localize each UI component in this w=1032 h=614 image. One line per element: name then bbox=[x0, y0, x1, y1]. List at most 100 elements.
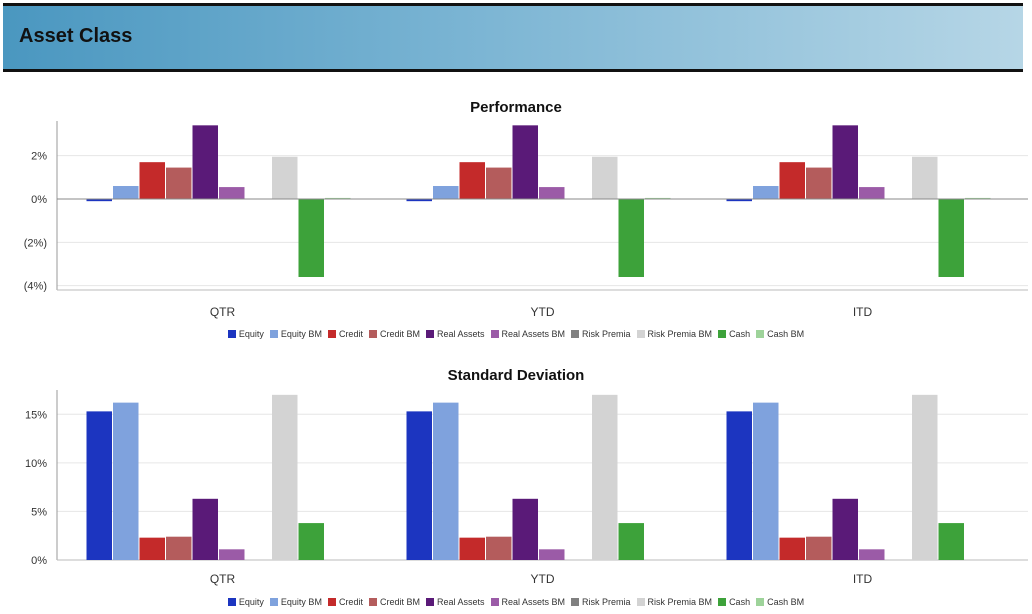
performance-bar-risk-premia-bm bbox=[592, 156, 618, 199]
legend-item[interactable]: Risk Premia bbox=[571, 597, 631, 607]
legend-label: Equity bbox=[238, 329, 264, 339]
legend-swatch bbox=[327, 598, 336, 606]
legend-swatch bbox=[490, 330, 499, 338]
legend-swatch bbox=[269, 330, 278, 338]
performance-bar-credit-bm bbox=[166, 167, 192, 199]
performance-bar-equity bbox=[726, 199, 752, 202]
legend-label: Equity bbox=[238, 597, 264, 607]
legend-item[interactable]: Risk Premia BM bbox=[636, 329, 713, 339]
standard-deviation-bar-credit bbox=[139, 537, 165, 560]
page-header: Asset Class bbox=[3, 3, 1023, 72]
performance-ytick-label: (2%) bbox=[24, 237, 47, 249]
legend-item[interactable]: Real Assets BM bbox=[490, 597, 566, 607]
legend-item[interactable]: Equity BM bbox=[269, 597, 322, 607]
legend-item[interactable]: Real Assets bbox=[425, 329, 485, 339]
standard-deviation-bar-risk-premia-bm bbox=[912, 394, 938, 560]
performance-bar-cash bbox=[938, 199, 964, 277]
legend-label: Risk Premia BM bbox=[647, 329, 713, 339]
legend-label: Cash bbox=[729, 329, 751, 339]
standard-deviation-bar-real-assets bbox=[832, 498, 858, 560]
legend-label: Risk Premia bbox=[582, 329, 631, 339]
performance-bar-credit bbox=[779, 162, 805, 199]
legend-swatch bbox=[718, 330, 727, 338]
page-title: Asset Class bbox=[19, 25, 133, 47]
standard-deviation-bar-risk-premia-bm bbox=[592, 394, 618, 560]
legend-swatch bbox=[636, 598, 645, 606]
legend-swatch bbox=[368, 598, 377, 606]
performance-bar-equity-bm bbox=[433, 186, 459, 199]
legend-item[interactable]: Equity BM bbox=[269, 329, 322, 339]
legend-item[interactable]: Equity bbox=[227, 597, 264, 607]
legend-label: Risk Premia BM bbox=[647, 597, 713, 607]
performance-bar-risk-premia-bm bbox=[272, 156, 298, 199]
performance-bar-equity bbox=[86, 199, 112, 202]
legend-label: Real Assets BM bbox=[501, 597, 566, 607]
legend-item[interactable]: Credit bbox=[327, 597, 363, 607]
standard-deviation-ytick-label: 15% bbox=[25, 409, 47, 421]
legend-label: Real Assets BM bbox=[501, 329, 566, 339]
legend-item[interactable]: Cash BM bbox=[756, 597, 804, 607]
legend-item[interactable]: Risk Premia bbox=[571, 329, 631, 339]
legend-item[interactable]: Credit BM bbox=[368, 597, 420, 607]
legend-item[interactable]: Credit bbox=[327, 329, 363, 339]
legend-swatch bbox=[571, 330, 580, 338]
legend-swatch bbox=[490, 598, 499, 606]
performance-title: Performance bbox=[470, 99, 562, 116]
performance-bar-cash bbox=[298, 199, 324, 277]
legend-swatch bbox=[425, 598, 434, 606]
standard-deviation-bar-cash bbox=[938, 523, 964, 560]
legend-swatch bbox=[718, 598, 727, 606]
standard-deviation-bar-risk-premia-bm bbox=[272, 394, 298, 560]
legend-item[interactable]: Cash bbox=[718, 597, 750, 607]
standard-deviation-bar-credit bbox=[459, 537, 485, 560]
standard-deviation-legend: Equity Equity BM Credit Credit BM Real Asset… bbox=[0, 597, 1032, 607]
legend-swatch bbox=[636, 330, 645, 338]
legend-label: Credit BM bbox=[379, 597, 420, 607]
performance-bar-credit bbox=[459, 162, 485, 199]
legend-label: Equity BM bbox=[280, 597, 322, 607]
performance-bar-real-assets bbox=[512, 125, 538, 199]
standard-deviation-ytick-label: 5% bbox=[31, 506, 47, 518]
performance-bar-equity-bm bbox=[753, 186, 779, 199]
legend-label: Equity BM bbox=[280, 329, 322, 339]
legend-swatch bbox=[327, 330, 336, 338]
performance-legend: Equity Equity BM Credit Credit BM Real Asset… bbox=[0, 329, 1032, 339]
performance-ytick-label: 2% bbox=[31, 151, 47, 163]
performance-category-label: ITD bbox=[853, 305, 873, 319]
standard-deviation-bar-credit-bm bbox=[486, 536, 512, 560]
performance-bar-credit-bm bbox=[486, 167, 512, 199]
performance-category-label: QTR bbox=[210, 305, 236, 319]
legend-item[interactable]: Cash bbox=[718, 329, 750, 339]
legend-label: Credit bbox=[338, 597, 363, 607]
standard-deviation-bar-credit-bm bbox=[166, 536, 192, 560]
standard-deviation-bar-equity bbox=[86, 411, 112, 560]
standard-deviation-bar-real-assets bbox=[192, 498, 218, 560]
legend-item[interactable]: Real Assets bbox=[425, 597, 485, 607]
standard-deviation-bar-real-assets-bm bbox=[539, 549, 565, 560]
standard-deviation-bar-real-assets bbox=[512, 498, 538, 560]
legend-label: Real Assets bbox=[436, 329, 485, 339]
legend-label: Real Assets bbox=[436, 597, 485, 607]
standard-deviation-category-label: YTD bbox=[531, 572, 555, 586]
legend-item[interactable]: Real Assets BM bbox=[490, 329, 566, 339]
legend-item[interactable]: Equity bbox=[227, 329, 264, 339]
standard-deviation-bar-real-assets-bm bbox=[859, 549, 885, 560]
standard-deviation-ytick-label: 0% bbox=[31, 555, 47, 567]
legend-item[interactable]: Cash BM bbox=[756, 329, 804, 339]
performance-bar-real-assets bbox=[192, 125, 218, 199]
legend-label: Cash BM bbox=[767, 597, 805, 607]
legend-swatch bbox=[227, 598, 236, 606]
legend-label: Risk Premia bbox=[582, 597, 631, 607]
legend-swatch bbox=[571, 598, 580, 606]
legend-item[interactable]: Credit BM bbox=[368, 329, 420, 339]
legend-swatch bbox=[269, 598, 278, 606]
performance-bar-real-assets-bm bbox=[859, 187, 885, 199]
legend-item[interactable]: Risk Premia BM bbox=[636, 597, 713, 607]
legend-swatch bbox=[368, 330, 377, 338]
standard-deviation-bar-equity-bm bbox=[753, 402, 779, 560]
legend-label: Credit bbox=[338, 329, 363, 339]
legend-swatch bbox=[425, 330, 434, 338]
standard-deviation-bar-equity-bm bbox=[113, 402, 139, 560]
standard-deviation-bar-equity bbox=[406, 411, 432, 560]
performance-chart: Performance 2% 0% (2%) (4%) QTR YTD ITD bbox=[24, 99, 1028, 319]
